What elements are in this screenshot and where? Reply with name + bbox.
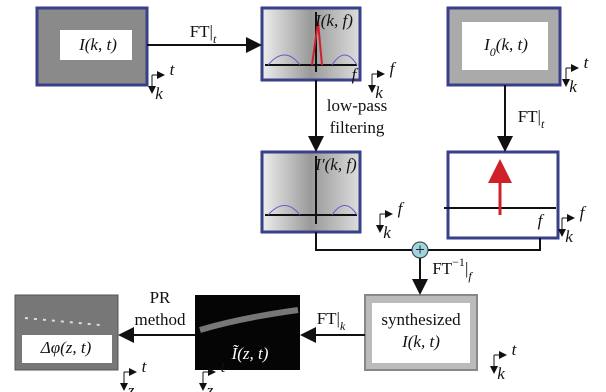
node-label: I(k, t) xyxy=(401,332,440,351)
axis-label: t xyxy=(170,60,176,79)
axis-label: t xyxy=(512,340,518,359)
edge-label: method xyxy=(135,310,186,329)
edge-label: low-pass xyxy=(327,96,387,115)
axis-label: z xyxy=(127,381,135,392)
edge-label-part: t xyxy=(541,117,545,131)
edge-label-part: k xyxy=(340,319,346,333)
axis-label: f xyxy=(390,59,397,78)
edge-label: FT|t xyxy=(518,107,545,131)
node-label: synthesized xyxy=(381,310,461,329)
edge-label: filtering xyxy=(330,118,385,137)
node-label: Δφ(z, t) xyxy=(40,338,92,357)
edge-label-part: t xyxy=(213,32,217,46)
axis-label: f xyxy=(580,203,587,222)
node-label: I(k, f) xyxy=(314,11,353,30)
edge-label: FT|t xyxy=(190,22,217,46)
axis-label: t xyxy=(142,357,148,376)
node-label-part: (k, t) xyxy=(496,35,528,54)
edge-label-part: FT| xyxy=(317,309,340,328)
axis-label: t xyxy=(584,53,590,72)
edge-label: FT|k xyxy=(317,309,346,333)
diagram: I(k, t)tkI(k, f)ffkI0(k, t)tkI′(k, f)fkf… xyxy=(0,0,606,392)
edge-label-part: FT| xyxy=(190,22,213,41)
axis-label: k xyxy=(383,223,391,242)
edge-label-part: −1 xyxy=(452,255,465,269)
node-label: I(k, t) xyxy=(78,35,117,54)
box-phase xyxy=(15,295,118,370)
edge-label-part: f xyxy=(468,269,473,283)
sum-sign: + xyxy=(415,240,425,259)
axis-label: k xyxy=(155,84,163,103)
edge-label: PR xyxy=(150,288,171,307)
axis-label: k xyxy=(497,364,505,383)
axis-label: f xyxy=(398,199,405,218)
edge-label-part: FT xyxy=(432,259,452,278)
axis-label: k xyxy=(569,77,577,96)
axis-label: k xyxy=(565,227,573,246)
node-label: I′(k, f) xyxy=(314,155,357,174)
node-label: Ĩ(z, t) xyxy=(231,344,269,363)
edge-label: FT−1|f xyxy=(432,255,473,283)
edge-label-part: FT| xyxy=(518,107,541,126)
axis-label: z xyxy=(206,381,214,392)
